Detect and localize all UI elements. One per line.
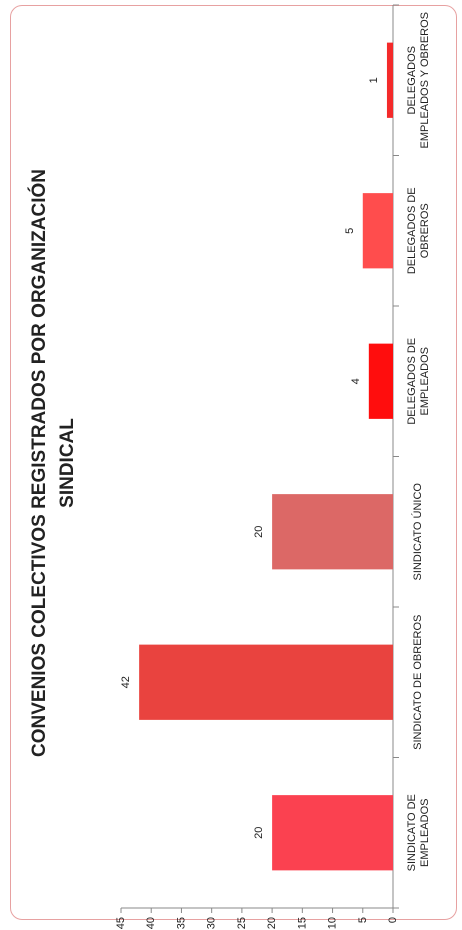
- value-tick-label: 15: [296, 917, 308, 929]
- value-tick-label: 10: [327, 917, 339, 929]
- chart-title: CONVENIOS COLECTIVOS REGISTRADOS POR ORG…: [28, 169, 78, 757]
- category-label: OBREROS: [419, 203, 431, 258]
- bar: [386, 42, 393, 118]
- bar: [139, 644, 393, 720]
- value-tick-label: 25: [236, 917, 248, 929]
- bar: [368, 343, 393, 419]
- category-label: EMPLEADOS: [419, 347, 431, 415]
- bar: [272, 795, 393, 871]
- value-tick-label: 30: [206, 917, 218, 929]
- category-label: DELEGADOS DE: [406, 338, 418, 425]
- category-label: SINDICATO DE: [406, 794, 418, 871]
- value-tick-label: 40: [145, 917, 157, 929]
- data-label: 20: [253, 827, 265, 839]
- bar: [272, 494, 393, 570]
- category-label: EMPLEADOS: [419, 799, 431, 867]
- value-tick-label: 45: [115, 917, 127, 929]
- category-label: DELEGADOS DE: [406, 187, 418, 274]
- category-label: EMPLEADOS Y OBREROS: [419, 12, 431, 149]
- value-tick-label: 0: [387, 917, 399, 923]
- chart-title-line-2: SINDICAL: [57, 418, 78, 508]
- category-label: SINDICATO DE OBREROS: [412, 615, 424, 750]
- data-labels: 20 42 20 4 5 1: [120, 77, 380, 839]
- data-label: 20: [253, 526, 265, 538]
- value-tick-label: 20: [266, 917, 278, 929]
- bars: [139, 42, 393, 871]
- bar: [362, 193, 393, 269]
- data-label: 4: [350, 378, 362, 384]
- chart-title-line-1: CONVENIOS COLECTIVOS REGISTRADOS POR ORG…: [28, 169, 50, 757]
- value-tick-label: 35: [175, 917, 187, 929]
- value-tick-label: 5: [357, 917, 369, 923]
- data-label: 5: [344, 228, 356, 234]
- data-label: 1: [368, 77, 380, 83]
- category-label: SINDICATO ÚNICO: [411, 483, 424, 581]
- data-label: 42: [120, 676, 132, 688]
- chart-frame: [10, 5, 457, 920]
- category-label: DELEGADOS: [406, 46, 418, 114]
